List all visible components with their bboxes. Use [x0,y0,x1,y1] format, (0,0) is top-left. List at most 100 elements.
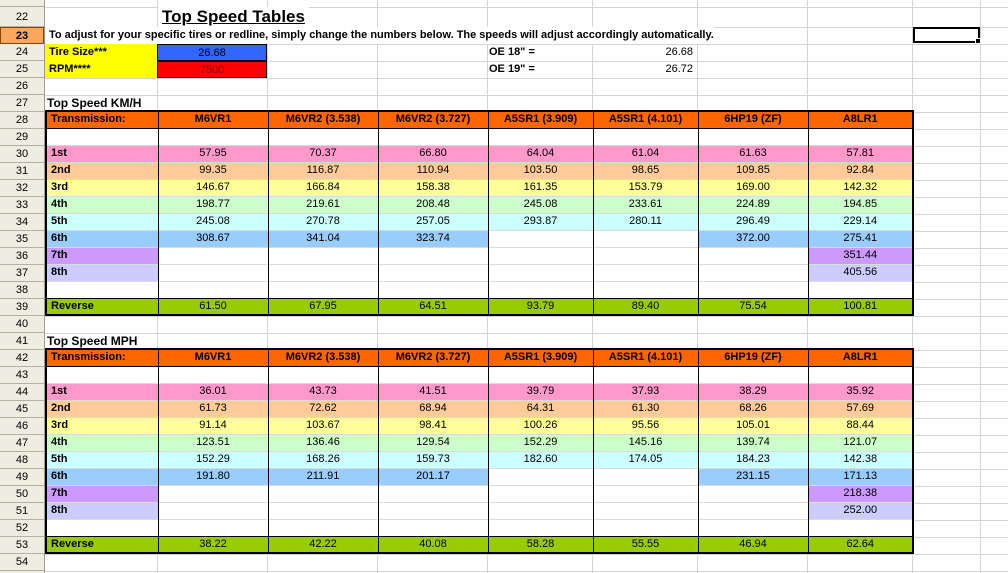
column-header-cell[interactable]: M6VR1 [157,349,269,367]
blank-cell[interactable] [377,127,489,145]
blank-cell[interactable] [592,501,699,519]
gear-label-cell[interactable]: Reverse [45,535,159,553]
gear-label-cell[interactable]: 3rd [45,416,159,434]
speed-value-cell[interactable]: 372.00 [697,229,809,247]
instruction-text[interactable]: To adjust for your specific tires or red… [46,27,714,44]
blank-cell[interactable] [267,246,379,264]
blank-cell[interactable] [592,246,699,264]
blank-cell[interactable] [807,518,914,536]
tire-size-label-cell[interactable]: Tire Size*** [45,44,157,61]
row-header-34[interactable]: 34 [0,214,44,231]
speed-value-cell[interactable]: 100.26 [487,416,594,434]
blank-cell[interactable] [267,484,379,502]
gear-label-cell[interactable]: 2nd [45,161,159,179]
blank-cell[interactable] [697,280,809,298]
speed-value-cell[interactable]: 61.73 [157,399,269,417]
column-header-cell[interactable]: A8LR1 [807,111,914,129]
speed-value-cell[interactable]: 257.05 [377,212,489,230]
speed-value-cell[interactable]: 245.08 [157,212,269,230]
speed-value-cell[interactable]: 174.05 [592,450,699,468]
blank-cell[interactable] [697,365,809,383]
speed-value-cell[interactable]: 99.35 [157,161,269,179]
row-header-26[interactable]: 26 [0,78,44,95]
speed-value-cell[interactable]: 171.13 [807,467,914,485]
speed-value-cell[interactable]: 64.31 [487,399,594,417]
speed-value-cell[interactable]: 296.49 [697,212,809,230]
speed-value-cell[interactable]: 123.51 [157,433,269,451]
column-header-cell[interactable]: A5SR1 (4.101) [592,111,699,129]
speed-value-cell[interactable]: 245.08 [487,195,594,213]
row-header-38[interactable]: 38 [0,282,44,299]
speed-value-cell[interactable]: 43.73 [267,382,379,400]
speed-value-cell[interactable]: 208.48 [377,195,489,213]
blank-cell[interactable] [807,280,914,298]
gear-label-cell[interactable]: 7th [45,484,159,502]
speed-value-cell[interactable]: 103.67 [267,416,379,434]
speed-value-cell[interactable]: 168.26 [267,450,379,468]
speed-value-cell[interactable]: 211.91 [267,467,379,485]
speed-value-cell[interactable]: 62.64 [807,535,914,553]
speed-value-cell[interactable]: 341.04 [267,229,379,247]
blank-cell[interactable] [267,518,379,536]
blank-cell[interactable] [377,246,489,264]
blank-cell[interactable] [157,518,269,536]
gear-label-cell[interactable]: 8th [45,263,159,281]
speed-value-cell[interactable]: 105.01 [697,416,809,434]
row-header-28[interactable]: 28 [0,112,44,129]
speed-value-cell[interactable]: 158.38 [377,178,489,196]
row-header-25[interactable]: 25 [0,61,44,78]
blank-cell[interactable] [807,365,914,383]
row-header-44[interactable]: 44 [0,384,44,401]
row-header-42[interactable]: 42 [0,350,44,367]
speed-value-cell[interactable]: 146.67 [157,178,269,196]
speed-value-cell[interactable]: 219.61 [267,195,379,213]
row-header-49[interactable]: 49 [0,469,44,486]
gear-label-cell[interactable]: 6th [45,229,159,247]
gear-label-cell[interactable]: 5th [45,212,159,230]
blank-cell[interactable] [487,484,594,502]
gear-label-cell[interactable]: 4th [45,433,159,451]
row-header-37[interactable]: 37 [0,265,44,282]
speed-value-cell[interactable]: 88.44 [807,416,914,434]
row-header-50[interactable]: 50 [0,486,44,503]
row-header-53[interactable]: 53 [0,537,44,554]
blank-cell[interactable] [157,127,269,145]
speed-value-cell[interactable]: 98.65 [592,161,699,179]
speed-value-cell[interactable]: 184.23 [697,450,809,468]
speed-value-cell[interactable]: 41.51 [377,382,489,400]
blank-cell[interactable] [807,127,914,145]
gear-label-cell[interactable]: 3rd [45,178,159,196]
speed-value-cell[interactable]: 293.87 [487,212,594,230]
speed-value-cell[interactable]: 191.80 [157,467,269,485]
column-header-cell[interactable]: M6VR1 [157,111,269,129]
blank-cell[interactable] [377,263,489,281]
column-header-cell[interactable]: M6VR2 (3.727) [377,111,489,129]
speed-value-cell[interactable]: 201.17 [377,467,489,485]
row-header-41[interactable]: 41 [0,333,44,350]
blank-cell[interactable] [487,229,594,247]
gear-label-cell[interactable]: 6th [45,467,159,485]
blank-cell[interactable] [267,501,379,519]
row-header-24[interactable]: 24 [0,44,44,61]
row-header-47[interactable]: 47 [0,435,44,452]
speed-value-cell[interactable]: 121.07 [807,433,914,451]
speed-value-cell[interactable]: 152.29 [157,450,269,468]
section-title-kmh[interactable]: Top Speed KM/H [47,96,142,110]
column-header-cell[interactable]: M6VR2 (3.538) [267,349,379,367]
blank-cell[interactable] [267,280,379,298]
row-header-36[interactable]: 36 [0,248,44,265]
column-header-cell[interactable]: A8LR1 [807,349,914,367]
blank-cell[interactable] [592,484,699,502]
speed-value-cell[interactable]: 161.35 [487,178,594,196]
blank-cell[interactable] [592,365,699,383]
blank-cell[interactable] [157,280,269,298]
sheet-title[interactable]: Top Speed Tables [158,7,309,27]
speed-value-cell[interactable]: 182.60 [487,450,594,468]
row-header-48[interactable]: 48 [0,452,44,469]
blank-cell[interactable] [592,518,699,536]
blank-cell[interactable] [377,518,489,536]
row-header-43[interactable]: 43 [0,367,44,384]
blank-cell[interactable] [45,127,159,145]
column-header-cell[interactable]: M6VR2 (3.538) [267,111,379,129]
speed-value-cell[interactable]: 38.29 [697,382,809,400]
